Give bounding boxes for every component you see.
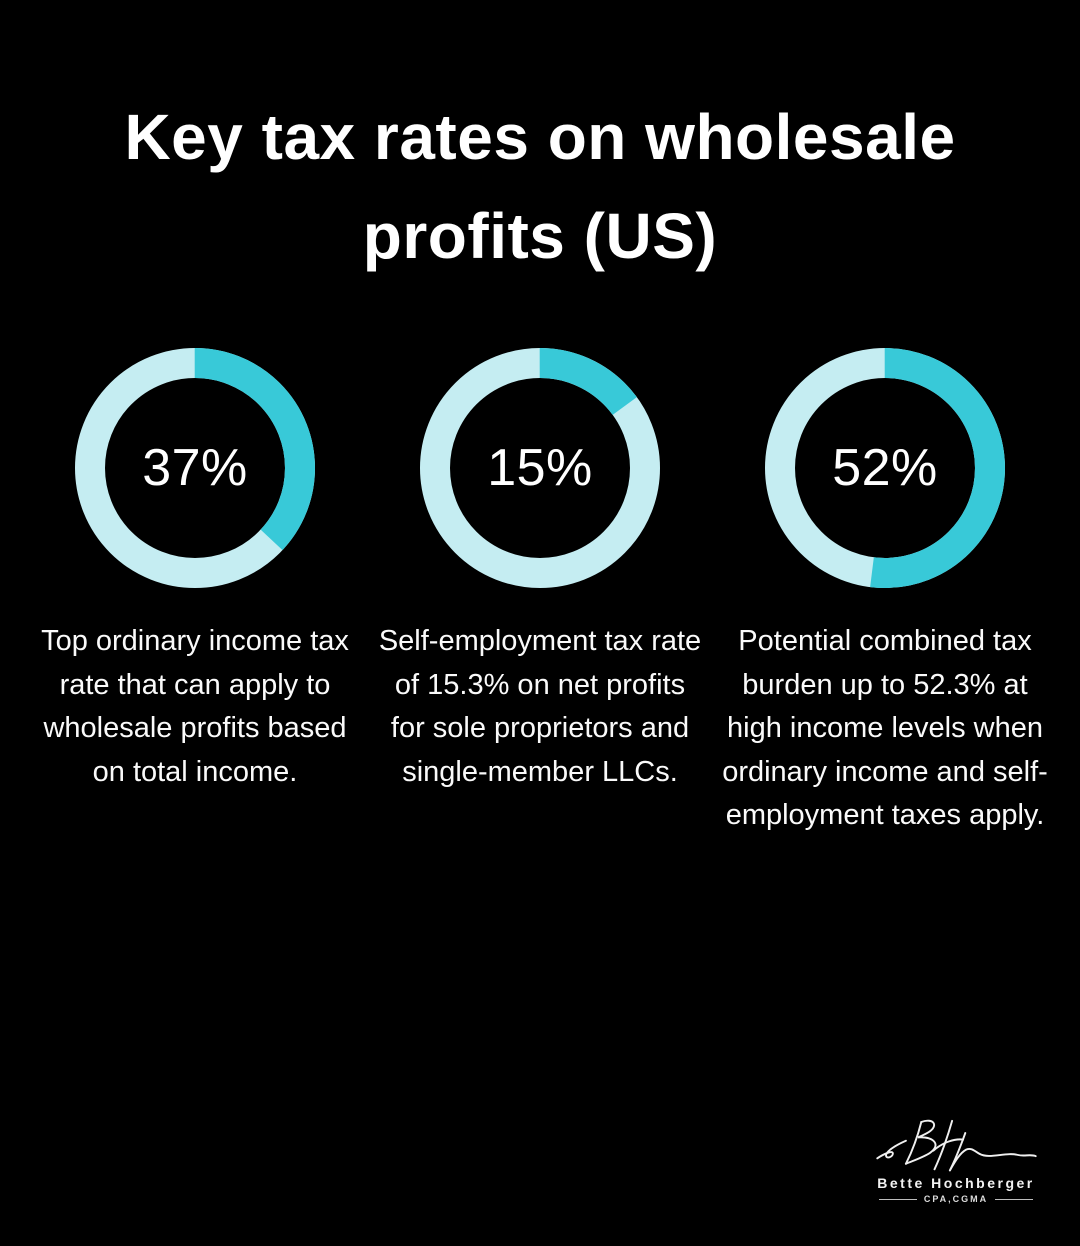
donut-ring-svg bbox=[765, 348, 1005, 589]
stats-row: 37% Top ordinary income tax rate that ca… bbox=[0, 348, 1080, 838]
infographic-poster: Key tax rates on wholesale profits (US) … bbox=[0, 88, 1080, 1246]
brand-credentials-text: CPA,CGMA bbox=[923, 1194, 989, 1204]
stat-column-combined-burden: 52% Potential combined tax burden up to … bbox=[720, 348, 1050, 838]
stat-column-self-employment: 15% Self-employment tax rate of 15.3% on… bbox=[375, 348, 705, 838]
donut-center-label: 52% bbox=[832, 439, 938, 498]
donut-chart-15: 15% bbox=[420, 348, 660, 589]
divider-line-left bbox=[878, 1198, 917, 1200]
brand-name: Bette Hochberger bbox=[877, 1175, 1035, 1191]
donut-chart-37: 37% bbox=[75, 348, 315, 589]
donut-center-label: 15% bbox=[487, 439, 593, 498]
brand-credentials: CPA,CGMA bbox=[856, 1194, 1056, 1204]
brand-logo: Bette Hochberger CPA,CGMA bbox=[856, 1115, 1056, 1204]
stat-caption: Top ordinary income tax rate that can ap… bbox=[41, 625, 349, 788]
stat-column-ordinary-income: 37% Top ordinary income tax rate that ca… bbox=[30, 348, 360, 838]
stat-caption: Self-employment tax rate of 15.3% on net… bbox=[378, 625, 702, 788]
donut-ring-svg bbox=[75, 348, 315, 589]
donut-ring-svg bbox=[420, 348, 660, 589]
page-title: Key tax rates on wholesale profits (US) bbox=[124, 101, 956, 273]
bh-monogram-icon bbox=[875, 1119, 1037, 1172]
divider-line-right bbox=[995, 1198, 1034, 1200]
donut-center-label: 37% bbox=[142, 439, 248, 498]
stat-caption: Potential combined tax burden up to 52.3… bbox=[722, 625, 1048, 832]
donut-chart-52: 52% bbox=[765, 348, 1005, 589]
